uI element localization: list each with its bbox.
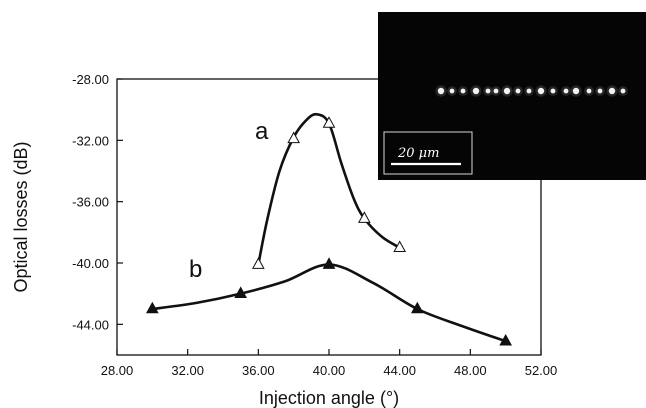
x-tick-label: 36.00: [242, 363, 275, 378]
x-tick-label: 28.00: [101, 363, 134, 378]
series-b-line: [152, 263, 507, 343]
bright-spot: [503, 87, 511, 95]
bright-spot: [572, 87, 580, 95]
bright-spot: [608, 87, 616, 95]
y-axis-ticks: -28.00 -32.00 -36.00 -40.00 -44.00: [72, 72, 123, 332]
series-a-point: [357, 211, 371, 223]
series-b-point: [322, 257, 336, 269]
bright-spot: [620, 88, 626, 94]
y-tick-label: -32.00: [72, 133, 109, 148]
bright-spot: [437, 87, 445, 95]
bright-spot: [563, 88, 569, 94]
inset-background: [378, 12, 646, 180]
bright-spot: [537, 87, 545, 95]
bright-spot: [449, 88, 455, 94]
x-axis-ticks: 28.00 32.00 36.00 40.00 44.00 48.00 52.00: [101, 349, 558, 378]
series-a-point: [393, 240, 407, 252]
x-tick-label: 52.00: [525, 363, 558, 378]
y-tick-label: -44.00: [72, 317, 109, 332]
y-tick-label: -28.00: [72, 72, 109, 87]
scale-bar-box: [383, 131, 473, 175]
x-tick-label: 48.00: [454, 363, 487, 378]
bright-spots-row: [435, 85, 628, 97]
bright-spot: [515, 88, 521, 94]
series-a-point: [251, 257, 265, 269]
x-tick-label: 44.00: [383, 363, 416, 378]
y-axis-title: Optical losses (dB): [11, 141, 31, 292]
series-a-point: [322, 116, 336, 128]
series-a-label: a: [255, 118, 269, 145]
bright-spot: [550, 88, 556, 94]
bright-spot: [493, 88, 499, 94]
series-markers: [145, 116, 513, 346]
y-tick-label: -36.00: [72, 195, 109, 210]
series-b-point: [410, 301, 424, 314]
series-a-point: [287, 131, 301, 144]
x-axis-title: Injection angle (°): [259, 388, 399, 408]
scale-bar-label: 20 μm: [397, 146, 439, 161]
bright-spot: [472, 87, 480, 95]
bright-spot: [586, 88, 592, 94]
bright-spot: [485, 88, 491, 94]
series-b-point: [499, 333, 513, 346]
x-tick-label: 40.00: [313, 363, 346, 378]
micrograph-inset: 20 μm: [378, 12, 646, 180]
bright-spot: [526, 88, 532, 94]
series-b-point: [234, 286, 248, 298]
series-b-label: b: [189, 256, 202, 283]
bright-spot: [460, 88, 466, 94]
series-b-point: [145, 301, 159, 314]
y-tick-label: -40.00: [72, 256, 109, 271]
x-tick-label: 32.00: [171, 363, 204, 378]
bright-spot: [597, 88, 603, 94]
